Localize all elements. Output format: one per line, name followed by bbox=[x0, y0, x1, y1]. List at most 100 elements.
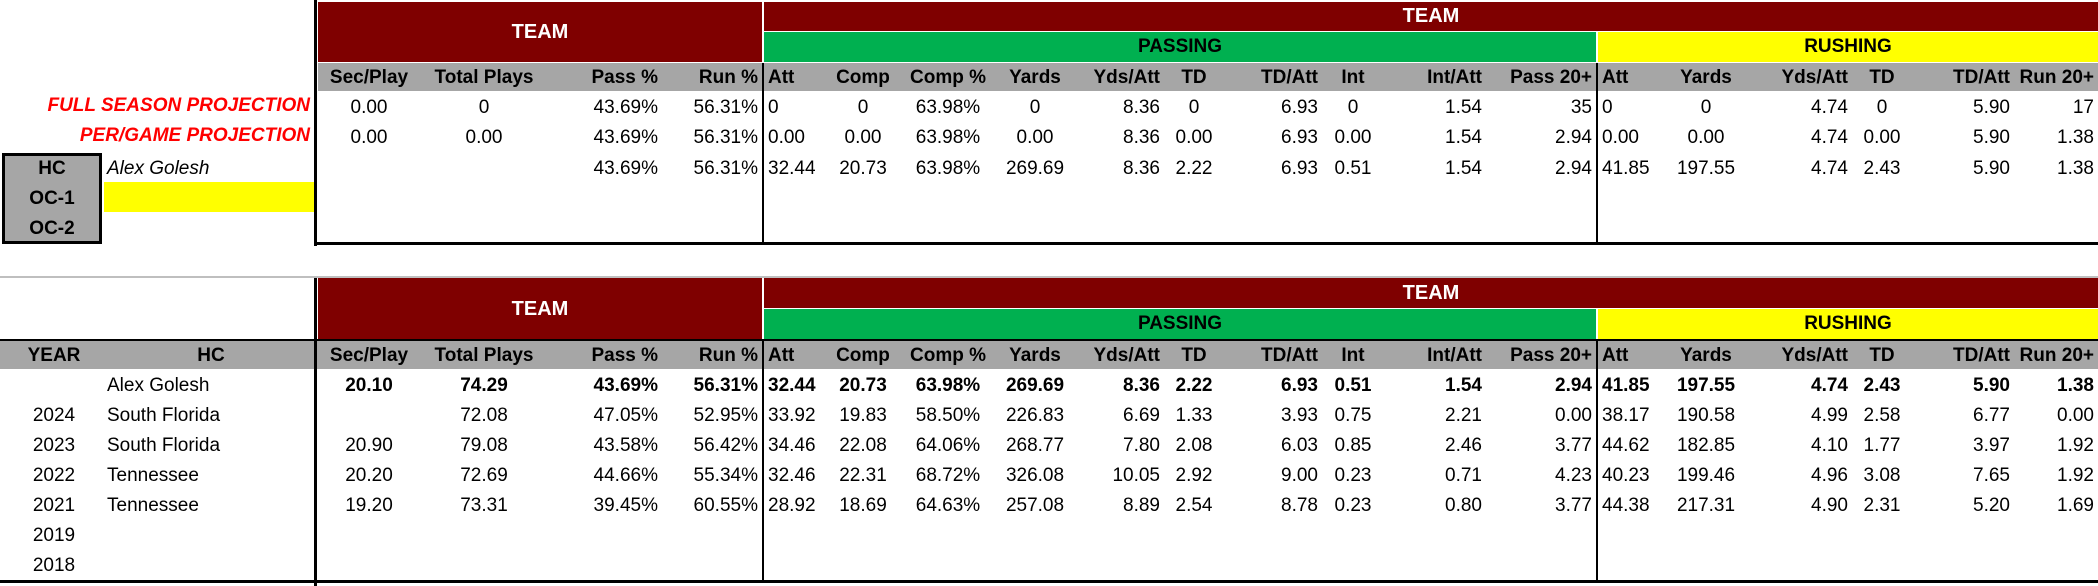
data-cell: 5.90 bbox=[1973, 97, 2010, 118]
oc1-name-input[interactable] bbox=[104, 182, 316, 212]
data-cell: 2.22 bbox=[1175, 375, 1213, 396]
year-cell: 2022 bbox=[32, 465, 76, 486]
data-cell: 4.74 bbox=[1811, 158, 1848, 179]
data-cell: 20.73 bbox=[839, 158, 887, 179]
data-cell: 0 bbox=[478, 97, 490, 118]
data-cell: 32.44 bbox=[768, 375, 816, 396]
column-header: Int bbox=[1341, 67, 1365, 88]
data-cell: 0.00 bbox=[1602, 127, 1639, 148]
data-cell: 0.00 bbox=[350, 97, 388, 118]
data-cell: 32.46 bbox=[768, 465, 816, 486]
data-cell: 63.98% bbox=[915, 97, 981, 118]
data-cell: 73.31 bbox=[460, 495, 508, 516]
data-cell: 72.08 bbox=[460, 405, 508, 426]
data-cell: 0 bbox=[1188, 97, 1200, 118]
data-cell: 10.05 bbox=[1112, 465, 1160, 486]
data-cell: 217.31 bbox=[1676, 495, 1736, 516]
column-header: Pass 20+ bbox=[1510, 345, 1592, 366]
divider bbox=[314, 278, 317, 586]
data-cell: 63.98% bbox=[915, 158, 981, 179]
data-cell: 0.51 bbox=[1334, 375, 1372, 396]
data-cell: 0 bbox=[1347, 97, 1359, 118]
hc-cell: Alex Golesh bbox=[107, 375, 210, 396]
data-cell: 3.97 bbox=[1973, 435, 2010, 456]
data-cell: 6.93 bbox=[1281, 375, 1318, 396]
column-header: Yards bbox=[1680, 345, 1732, 366]
role-oc2: OC-2 bbox=[29, 218, 75, 239]
column-header: TD/Att bbox=[1261, 67, 1318, 88]
data-cell: 56.31% bbox=[693, 127, 758, 148]
data-cell: 64.63% bbox=[915, 495, 981, 516]
data-cell: 2.43 bbox=[1863, 375, 1901, 396]
data-cell: 43.69% bbox=[593, 158, 658, 179]
data-cell: 5.90 bbox=[1973, 375, 2010, 396]
data-cell: 60.55% bbox=[693, 495, 758, 516]
data-cell: 0 bbox=[1700, 97, 1712, 118]
data-cell: 0.00 bbox=[2057, 405, 2094, 426]
data-cell: 4.96 bbox=[1811, 465, 1848, 486]
hc-cell: Tennessee bbox=[107, 465, 199, 486]
data-cell: 199.46 bbox=[1676, 465, 1736, 486]
data-cell: 4.10 bbox=[1811, 435, 1848, 456]
data-cell: 2.94 bbox=[1555, 158, 1592, 179]
column-header: Yds/Att bbox=[1093, 345, 1161, 366]
column-header: Pass % bbox=[591, 67, 658, 88]
data-cell: 190.58 bbox=[1676, 405, 1736, 426]
data-cell: 0 bbox=[857, 97, 869, 118]
data-cell: 2.22 bbox=[1175, 158, 1213, 179]
data-cell: 257.08 bbox=[1005, 495, 1065, 516]
hc-cell: Tennessee bbox=[107, 495, 199, 516]
data-cell: 5.90 bbox=[1973, 127, 2010, 148]
data-cell: 2.94 bbox=[1555, 127, 1592, 148]
data-cell: 0.85 bbox=[1334, 435, 1372, 456]
data-cell: 3.08 bbox=[1863, 465, 1901, 486]
data-cell: 1.54 bbox=[1445, 375, 1482, 396]
year-cell: 2023 bbox=[32, 435, 76, 456]
data-cell: 2.54 bbox=[1175, 495, 1213, 516]
hc-cell: South Florida bbox=[107, 405, 221, 426]
hc-name-input[interactable]: Alex Golesh bbox=[107, 158, 210, 179]
data-cell: 22.08 bbox=[839, 435, 887, 456]
divider bbox=[1596, 63, 1598, 245]
data-cell: 40.23 bbox=[1602, 465, 1650, 486]
column-header: Yds/Att bbox=[1781, 345, 1849, 366]
data-cell: 9.00 bbox=[1281, 465, 1318, 486]
data-cell: 1.38 bbox=[2057, 375, 2094, 396]
data-cell: 0 bbox=[768, 97, 779, 118]
data-cell: 6.69 bbox=[1123, 405, 1160, 426]
data-cell: 197.55 bbox=[1676, 375, 1736, 396]
data-cell: 6.77 bbox=[1973, 405, 2010, 426]
data-cell: 1.69 bbox=[2057, 495, 2094, 516]
column-header: Comp % bbox=[910, 345, 986, 366]
column-header: Att bbox=[1602, 67, 1629, 88]
column-header: Sec/Play bbox=[329, 67, 409, 88]
data-cell: 5.20 bbox=[1973, 495, 2010, 516]
data-cell: 3.93 bbox=[1281, 405, 1318, 426]
data-cell: 56.31% bbox=[693, 158, 758, 179]
column-header: Total Plays bbox=[434, 345, 534, 366]
data-cell: 5.90 bbox=[1973, 158, 2010, 179]
data-cell: 1.54 bbox=[1445, 158, 1482, 179]
data-cell: 0.00 bbox=[1863, 127, 1901, 148]
data-cell: 39.45% bbox=[593, 495, 658, 516]
column-header: Att bbox=[1602, 345, 1629, 366]
data-cell: 2.43 bbox=[1863, 158, 1901, 179]
data-cell: 41.85 bbox=[1602, 158, 1650, 179]
data-cell: 4.74 bbox=[1811, 127, 1848, 148]
data-cell: 28.92 bbox=[768, 495, 816, 516]
column-header: Att bbox=[768, 345, 795, 366]
data-cell: 0.71 bbox=[1445, 465, 1482, 486]
data-cell: 3.77 bbox=[1555, 435, 1592, 456]
data-cell: 33.92 bbox=[768, 405, 816, 426]
data-cell: 2.31 bbox=[1863, 495, 1901, 516]
bottom-team-band: TEAM bbox=[318, 278, 762, 340]
data-cell: 20.10 bbox=[345, 375, 393, 396]
data-cell: 19.20 bbox=[345, 495, 393, 516]
data-cell: 19.83 bbox=[839, 405, 887, 426]
oc2-name-input[interactable] bbox=[104, 214, 316, 242]
data-cell: 20.20 bbox=[345, 465, 393, 486]
top-team-band-wide: TEAM bbox=[764, 2, 2098, 31]
data-cell: 268.77 bbox=[1005, 435, 1065, 456]
data-cell: 4.90 bbox=[1811, 495, 1848, 516]
data-cell: 79.08 bbox=[460, 435, 508, 456]
